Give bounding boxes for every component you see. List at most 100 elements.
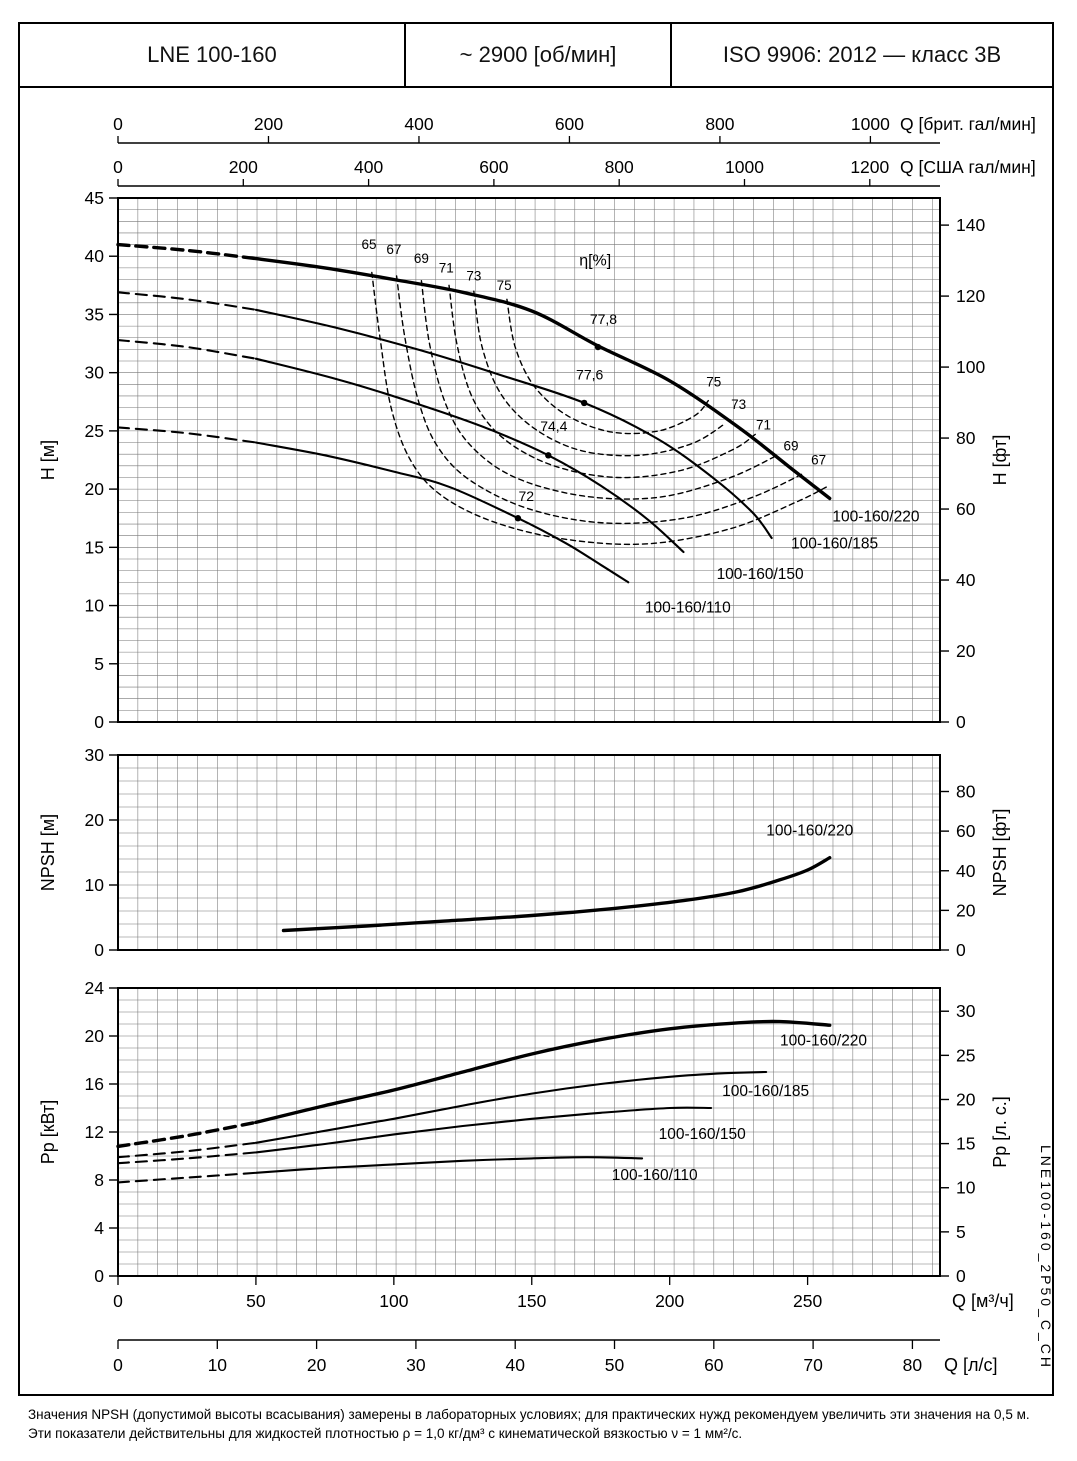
axis-tick-label: 1000 <box>725 157 764 177</box>
axis-tick-label: 600 <box>479 157 508 177</box>
axis-title: Q [США гал/мин] <box>900 157 1036 177</box>
y-tick-label: 16 <box>85 1074 104 1094</box>
y-tick-label-right: 20 <box>956 641 976 661</box>
y-tick-label: 8 <box>94 1170 104 1190</box>
y-tick-label: 0 <box>94 940 104 960</box>
y-tick-label: 12 <box>85 1122 104 1142</box>
contour-label: 73 <box>466 269 481 284</box>
curve-dashed-100-160/150 <box>116 1151 257 1165</box>
y-tick-label: 20 <box>85 810 105 830</box>
curve-dashed-100-160/220 <box>116 242 258 261</box>
axis-tick-label: 400 <box>404 114 433 134</box>
y-tick-label: 10 <box>85 596 105 616</box>
y-tick-label: 5 <box>94 654 104 674</box>
axis-tick-label: 250 <box>793 1291 822 1311</box>
axis-tick-label: 200 <box>655 1291 684 1311</box>
contour-label: 75 <box>706 375 721 390</box>
axis-title: Q [л/с] <box>944 1355 998 1375</box>
axis-tick-label: 0 <box>113 157 123 177</box>
axis-tick-label: 20 <box>307 1355 327 1375</box>
axis-tick-label: 1000 <box>851 114 890 134</box>
curve-100-160/150 <box>254 1106 713 1154</box>
curve-100-160/110 <box>254 1156 644 1174</box>
footer-notes: Значения NPSH (допустимой высоты всасыва… <box>28 1406 1038 1444</box>
curve-dashed-100-160/220 <box>116 1120 258 1149</box>
y-axis-title-right: Рр [л. с.] <box>990 1096 1010 1168</box>
efficiency-contour <box>395 275 806 525</box>
axis-tick-label: 80 <box>903 1355 923 1375</box>
curve-label: 100-160/150 <box>717 566 804 583</box>
y-tick-label: 24 <box>85 978 105 998</box>
axis-tick-label: 30 <box>406 1355 426 1375</box>
bep-dot <box>594 343 602 351</box>
axis-tick-label: 800 <box>705 114 734 134</box>
y-tick-label-right: 5 <box>956 1222 966 1242</box>
y-axis-title-right: H [фт] <box>990 435 1010 486</box>
y-tick-label-right: 0 <box>956 712 966 732</box>
footer-note-npsh: Значения NPSH (допустимой высоты всасыва… <box>28 1407 1030 1422</box>
curve-dashed-100-160/110 <box>116 1171 257 1184</box>
axis-tick-label: 400 <box>354 157 383 177</box>
curve-label: 100-160/150 <box>659 1126 746 1143</box>
axis-tick-label: 150 <box>517 1291 546 1311</box>
y-tick-label: 15 <box>85 537 104 557</box>
y-tick-label-right: 60 <box>956 821 976 841</box>
panel-border <box>117 197 941 723</box>
axis-tick-label: 600 <box>555 114 584 134</box>
curve-label: 100-160/220 <box>832 509 919 526</box>
y-axis-title-right: NPSH [фт] <box>990 809 1010 897</box>
pump-speed-label: ~ 2900 [об/мин] <box>403 24 670 86</box>
contour-label: 75 <box>497 278 512 293</box>
footer-note-density: Эти показатели действительны для жидкост… <box>28 1425 743 1441</box>
y-tick-label-right: 0 <box>956 940 966 960</box>
y-tick-label: 20 <box>85 1026 105 1046</box>
curve-100-160/110 <box>254 441 630 584</box>
curve-label: 100-160/185 <box>722 1083 809 1100</box>
y-tick-label-right: 120 <box>956 286 985 306</box>
curve-100-160/185 <box>254 308 773 540</box>
document-code: LNE100-160_2P50_C_CH <box>1038 1145 1054 1370</box>
curve-label: 100-160/220 <box>780 1033 867 1050</box>
y-tick-label-right: 80 <box>956 428 976 448</box>
bep-label: 77,6 <box>576 367 603 383</box>
axis-tick-label: 0 <box>113 114 123 134</box>
contour-label: 71 <box>439 261 454 276</box>
curve-100-160/150 <box>254 357 685 554</box>
y-tick-label: 0 <box>94 712 104 732</box>
y-tick-label-right: 10 <box>956 1178 976 1198</box>
axis-tick-label: 200 <box>254 114 283 134</box>
efficiency-contour <box>371 271 828 546</box>
bep-label: 77,8 <box>590 311 617 327</box>
bep-dot <box>514 515 522 522</box>
bep-dot <box>545 452 552 459</box>
y-tick-label-right: 20 <box>956 900 976 920</box>
axis-tick-label: 0 <box>113 1355 123 1375</box>
efficiency-contour <box>420 280 778 500</box>
pump-model-label: LNE 100-160 <box>147 42 277 67</box>
y-tick-label-right: 60 <box>956 499 976 519</box>
curve-100-160/185 <box>254 1070 768 1144</box>
axis-tick-label: 200 <box>229 157 258 177</box>
axis-title: Q [брит. гал/мин] <box>900 114 1036 134</box>
efficiency-contour <box>473 290 726 457</box>
y-axis-title-left: H [м] <box>38 440 58 480</box>
bep-label: 74,4 <box>540 418 567 434</box>
y-axis-title-left: Рр [кВт] <box>38 1100 58 1165</box>
y-tick-label-right: 40 <box>956 570 976 590</box>
curve-label: 100-160/110 <box>612 1167 698 1184</box>
y-tick-label: 25 <box>85 421 104 441</box>
y-tick-label: 45 <box>85 188 104 208</box>
y-tick-label-right: 25 <box>956 1045 975 1065</box>
y-tick-label-right: 100 <box>956 357 985 377</box>
panel-border <box>117 754 941 951</box>
contour-label: 69 <box>414 251 429 266</box>
contour-label: 73 <box>731 397 746 412</box>
axis-tick-label: 100 <box>379 1291 408 1311</box>
y-tick-label-right: 80 <box>956 782 976 802</box>
curve-label: 100-160/220 <box>766 823 853 840</box>
curve-label: 100-160/185 <box>791 535 878 552</box>
axis-tick-label: 60 <box>704 1355 724 1375</box>
axis-tick-label: 70 <box>803 1355 823 1375</box>
